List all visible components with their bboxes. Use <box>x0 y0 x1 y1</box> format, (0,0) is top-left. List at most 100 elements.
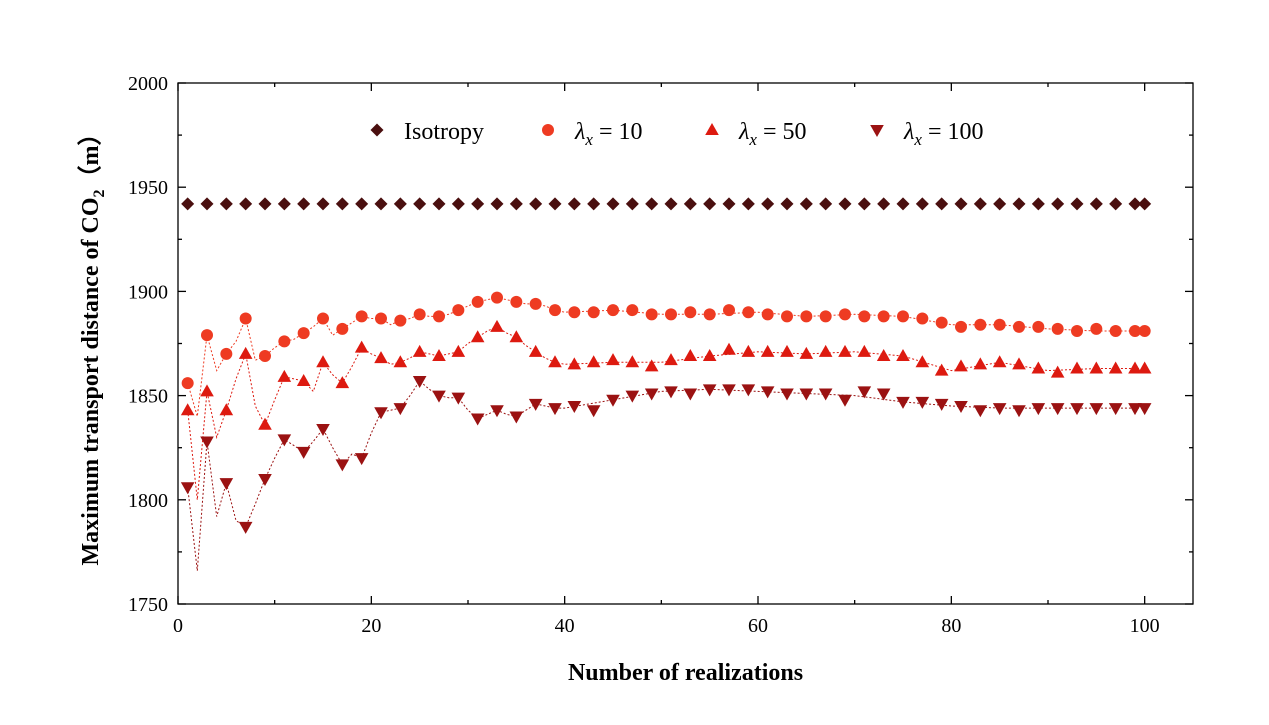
data-point-isotropy <box>1138 197 1152 211</box>
data-point-lx100 <box>896 396 910 409</box>
data-point-isotropy <box>896 197 910 211</box>
x-axis-title: Number of realizations <box>568 660 803 686</box>
data-point-lx100 <box>1089 403 1104 416</box>
data-point-lx10 <box>1051 322 1064 335</box>
data-point-lx50 <box>548 355 562 368</box>
data-point-lx100 <box>664 386 678 399</box>
data-point-lx100 <box>238 521 253 534</box>
data-point-lx10 <box>259 350 271 363</box>
data-point-lx50 <box>354 340 369 353</box>
data-point-lx10 <box>626 304 639 317</box>
data-point-isotropy <box>567 197 581 211</box>
data-point-lx100 <box>219 478 234 491</box>
data-point-lx10 <box>1109 324 1122 337</box>
y-tick-label: 2000 <box>128 73 168 95</box>
data-point-lx50 <box>258 417 272 430</box>
data-point-isotropy <box>432 197 446 211</box>
data-point-lx10 <box>742 306 755 319</box>
data-point-lx50 <box>393 355 408 368</box>
data-point-isotropy <box>606 197 620 211</box>
data-point-lx100 <box>741 384 756 397</box>
data-point-lx10 <box>819 310 832 323</box>
data-point-lx100 <box>509 411 524 424</box>
data-point-lx100 <box>567 401 582 414</box>
data-point-lx100 <box>1128 403 1142 416</box>
data-point-lx10 <box>723 304 735 317</box>
x-tick-label: 40 <box>555 615 575 637</box>
legend-label-lx100: λx = 100 <box>903 119 984 149</box>
data-point-isotropy <box>1070 197 1084 211</box>
data-point-lx50 <box>200 384 214 397</box>
x-tick-label: 20 <box>361 615 381 637</box>
data-point-lx10 <box>1013 320 1025 333</box>
legend-marker-lx50 <box>705 123 719 135</box>
legend-lambda: λ <box>903 119 914 145</box>
data-point-isotropy <box>258 197 272 211</box>
series-lx100 <box>180 376 1152 571</box>
data-point-lx50 <box>1050 365 1065 378</box>
data-point-isotropy <box>915 197 929 211</box>
data-point-isotropy <box>683 197 697 211</box>
data-point-lx10 <box>394 314 407 327</box>
data-point-lx50 <box>277 369 292 382</box>
legend-item-isotropy: Isotropy <box>370 119 484 145</box>
data-point-lx50 <box>1089 361 1104 374</box>
data-point-lx50 <box>1012 357 1026 370</box>
data-point-lx100 <box>818 388 833 401</box>
legend-value: = 100 <box>922 119 984 145</box>
data-point-lx10 <box>877 310 890 323</box>
data-point-lx100 <box>954 401 968 414</box>
data-point-lx100 <box>258 473 272 486</box>
data-point-lx50 <box>470 330 485 343</box>
data-point-lx50 <box>335 376 350 389</box>
data-point-lx10 <box>355 310 368 323</box>
data-point-lx10 <box>1032 320 1045 333</box>
data-point-lx50 <box>1128 361 1142 374</box>
x-tick-label: 0 <box>173 615 183 637</box>
data-point-lx50 <box>934 363 949 376</box>
data-point-lx50 <box>857 344 872 357</box>
data-point-isotropy <box>277 197 291 211</box>
legend-subscript: x <box>584 130 593 149</box>
data-point-lx100 <box>586 405 601 418</box>
legend-lambda: λ <box>574 119 585 145</box>
data-point-lx10 <box>239 312 252 325</box>
y-tick-label: 1950 <box>128 177 168 199</box>
data-point-lx50 <box>296 374 311 387</box>
data-point-lx100 <box>702 384 717 397</box>
data-point-lx100 <box>200 436 214 449</box>
data-point-isotropy <box>335 197 349 211</box>
legend-subscript: x <box>913 130 922 149</box>
y-tick-label: 1800 <box>128 490 168 512</box>
data-point-lx100 <box>180 482 195 495</box>
series-isotropy <box>181 197 1152 211</box>
data-point-lx10 <box>684 306 697 319</box>
legend-label-lx10: λx = 10 <box>574 119 643 149</box>
data-point-lx10 <box>529 297 542 310</box>
data-point-lx10 <box>510 295 523 308</box>
data-point-lx100 <box>722 384 736 397</box>
data-point-isotropy <box>316 197 330 211</box>
legend-label-isotropy: Isotropy <box>404 119 484 145</box>
data-point-lx10 <box>1090 322 1103 335</box>
data-point-lx100 <box>857 386 872 399</box>
data-point-lx10 <box>568 306 581 319</box>
y-tick-label: 1900 <box>128 281 168 303</box>
series-lx50 <box>180 319 1152 500</box>
y-tick-label: 1750 <box>128 594 168 616</box>
data-point-lx100 <box>644 388 659 401</box>
legend-marker-lx100 <box>870 125 884 137</box>
data-point-lx50 <box>818 344 833 357</box>
y-axis-title-unit: （m） <box>77 122 104 190</box>
series-lx10 <box>181 291 1151 417</box>
legend-subscript: x <box>748 130 757 149</box>
data-point-isotropy <box>877 197 891 211</box>
data-point-isotropy <box>993 197 1007 211</box>
data-point-lx10 <box>297 327 310 340</box>
data-point-lx10 <box>336 322 349 335</box>
data-point-isotropy <box>625 197 639 211</box>
legend-item-lx50: λx = 50 <box>705 119 807 149</box>
data-point-lx10 <box>665 308 677 321</box>
data-point-lx50 <box>896 349 910 362</box>
